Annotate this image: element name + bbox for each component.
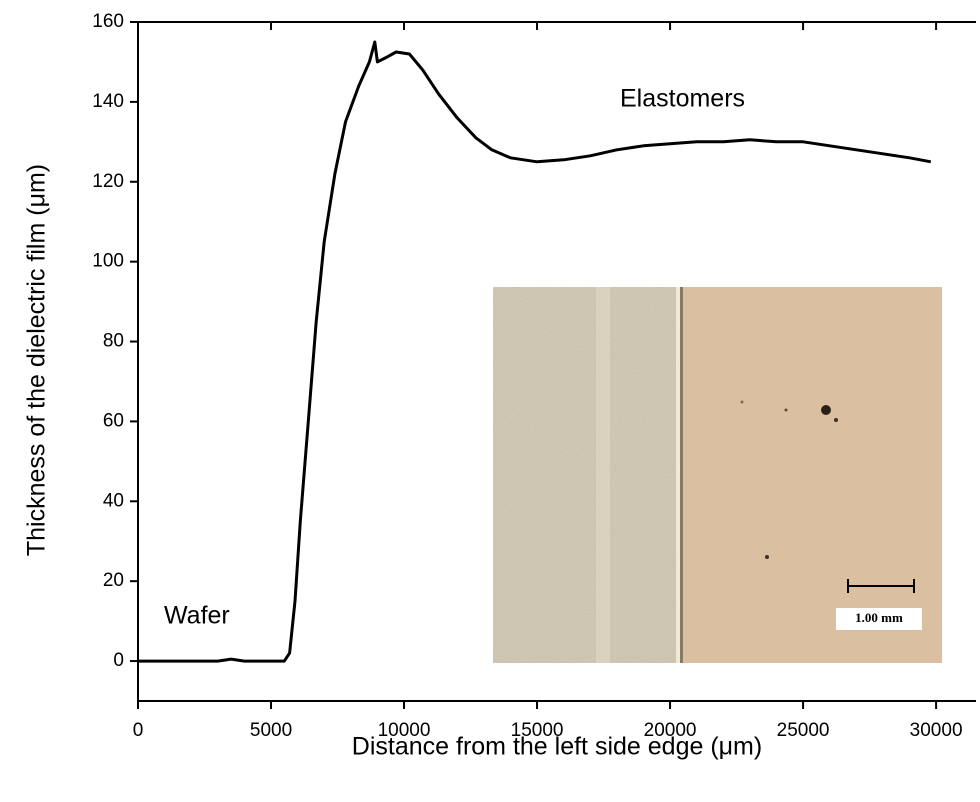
- x-tick-label: 25000: [777, 720, 830, 741]
- y-tick-label: 160: [92, 11, 124, 32]
- y-tick-label: 40: [103, 490, 124, 511]
- x-tick-label: 20000: [644, 720, 697, 741]
- inset-scale-label: 1.00 mm: [855, 610, 903, 625]
- y-tick-label: 140: [92, 91, 124, 112]
- annotation: Elastomers: [620, 85, 745, 113]
- x-tick-label: 15000: [511, 720, 564, 741]
- y-tick-label: 100: [92, 251, 124, 272]
- x-axis-label: Distance from the left side edge (μm): [352, 733, 762, 761]
- data-line: [138, 40, 932, 663]
- x-tick-label: 10000: [378, 720, 431, 741]
- y-axis-label: Thickness of the dielectric film (μm): [23, 164, 51, 556]
- inset-photo: 1.00 mm: [493, 287, 942, 663]
- x-tick-label: 5000: [250, 720, 292, 741]
- annotation: Wafer: [164, 602, 230, 630]
- y-tick-label: 80: [103, 331, 124, 352]
- x-tick-label: 30000: [910, 720, 963, 741]
- y-tick-label: 20: [103, 570, 124, 591]
- y-tick-label: 60: [103, 410, 124, 431]
- y-tick-label: 0: [113, 650, 124, 671]
- x-tick-label: 0: [133, 720, 144, 741]
- y-tick-label: 120: [92, 171, 124, 192]
